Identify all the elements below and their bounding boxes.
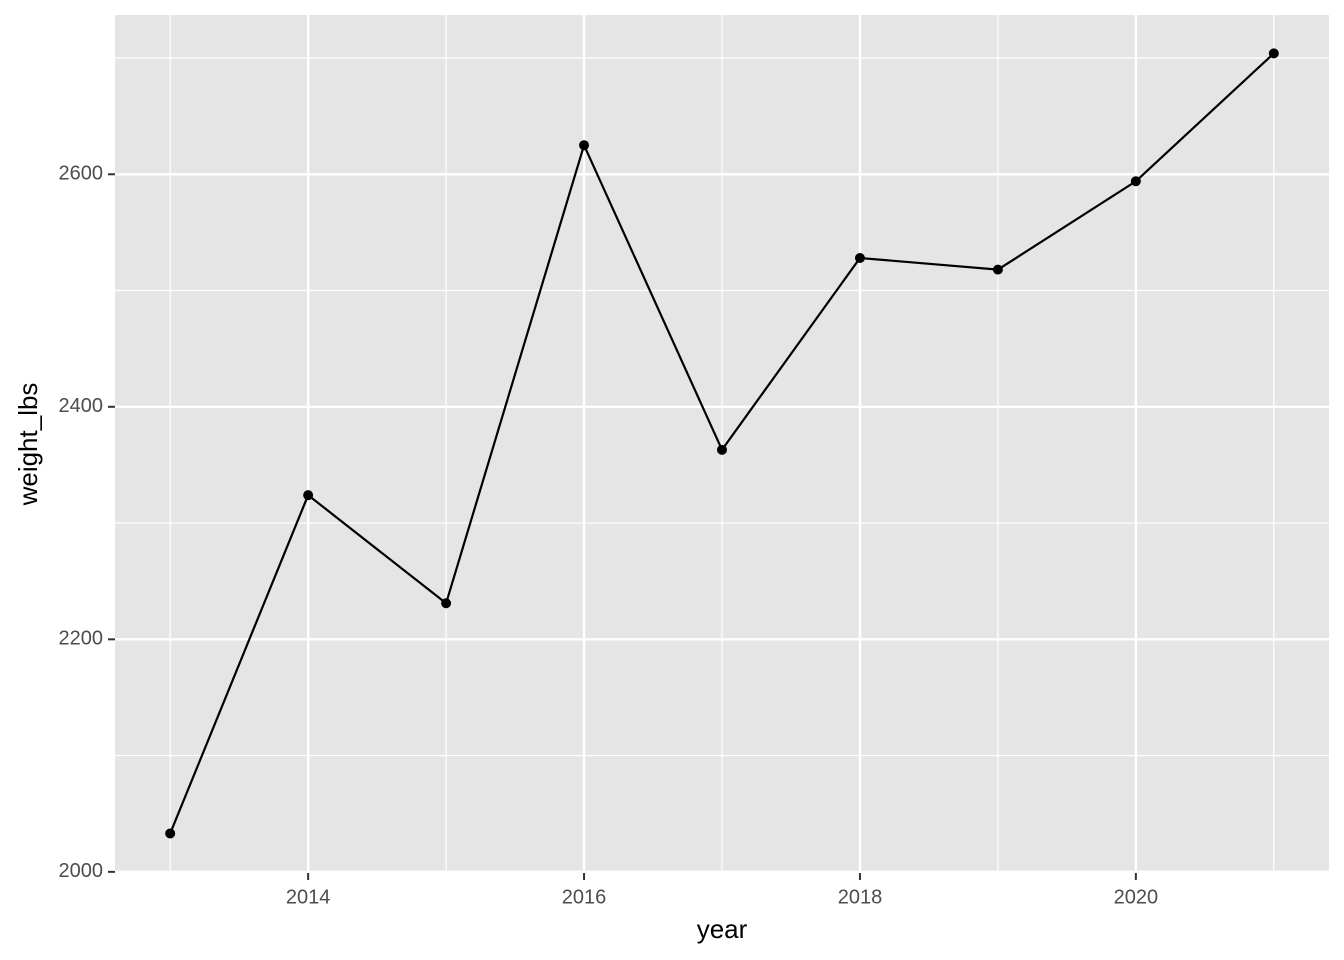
marks <box>165 48 1279 839</box>
y-tick-label: 2000 <box>59 860 104 882</box>
x-tick-label: 2016 <box>562 886 607 908</box>
y-tick-label: 2600 <box>59 163 104 185</box>
data-point <box>1268 48 1279 59</box>
y-axis-title: weight_lbs <box>13 383 43 507</box>
data-point <box>165 828 176 839</box>
data-point <box>1130 176 1141 187</box>
data-point <box>717 444 727 455</box>
x-axis-title: year <box>697 914 748 944</box>
data-point <box>992 264 1003 275</box>
grid <box>115 15 1329 874</box>
x-tick-label: 2018 <box>838 886 883 908</box>
y-tick-label: 2200 <box>59 628 104 650</box>
x-tick-label: 2020 <box>1114 886 1159 908</box>
data-point <box>579 140 590 151</box>
y-tick-label: 2400 <box>59 395 104 417</box>
x-tick-label: 2014 <box>286 886 331 908</box>
data-point <box>441 598 452 609</box>
data-point <box>854 252 865 263</box>
data-point <box>303 490 314 501</box>
